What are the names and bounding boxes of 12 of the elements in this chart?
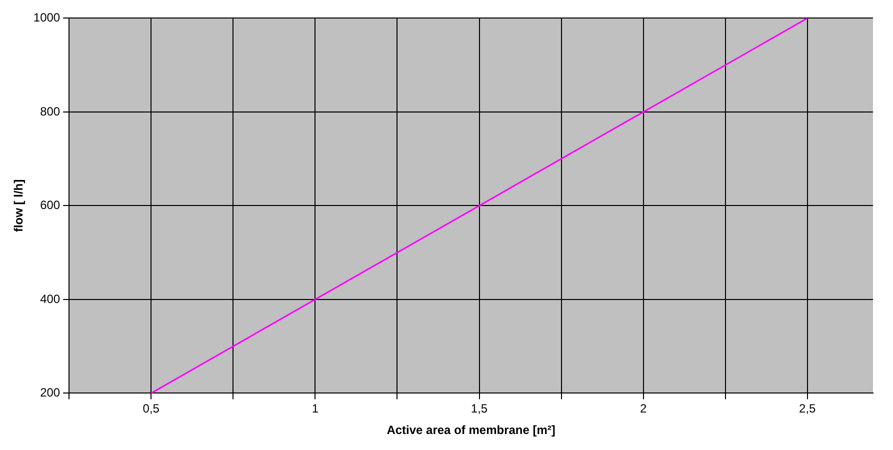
y-axis-title: flow [ l/h]	[12, 179, 26, 232]
y-tick-label: 1000	[33, 10, 60, 25]
x-tick-label: 2	[640, 402, 647, 416]
y-tick-label: 400	[40, 292, 60, 306]
y-tick-label: 800	[40, 104, 60, 118]
x-tick-label: 2,5	[799, 402, 816, 416]
y-tick-label: 200	[40, 386, 60, 400]
x-tick-label: 1,5	[470, 402, 488, 416]
x-tick-label: 1	[312, 402, 319, 416]
y-tick-label: 600	[40, 198, 60, 212]
x-axis-title: Active area of membrane [m²]	[386, 423, 556, 438]
x-tick-label: 0,5	[142, 402, 160, 416]
